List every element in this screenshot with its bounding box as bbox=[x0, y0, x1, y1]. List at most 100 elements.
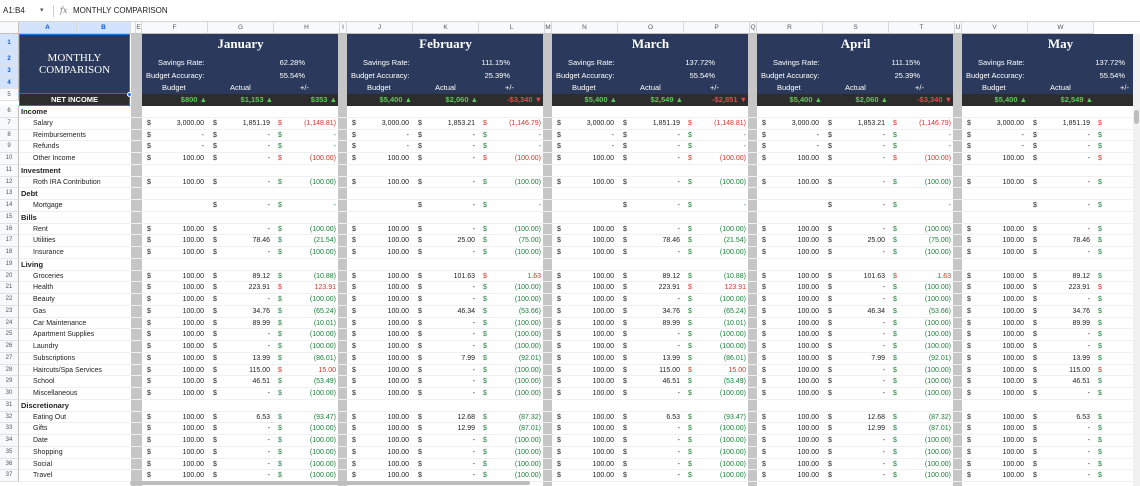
actual-cell[interactable]: 89.12 bbox=[1072, 272, 1090, 280]
budget-cell[interactable]: 100.00 bbox=[592, 178, 614, 186]
row-header[interactable]: 20 bbox=[0, 270, 19, 283]
diff-cell[interactable]: (53.49) bbox=[723, 378, 746, 386]
budget-cell[interactable]: 100.00 bbox=[592, 237, 614, 245]
diff-cell[interactable]: (10.01) bbox=[313, 319, 336, 327]
diff-cell[interactable]: (100.00) bbox=[924, 296, 951, 303]
budget-cell[interactable]: 100.00 bbox=[1002, 331, 1024, 339]
actual-cell[interactable]: - bbox=[882, 448, 885, 456]
diff-cell[interactable]: (86.01) bbox=[723, 354, 746, 362]
budget-cell[interactable]: 100.00 bbox=[797, 472, 819, 480]
row-header[interactable]: 28 bbox=[0, 364, 19, 377]
budget-cell[interactable]: 100.00 bbox=[592, 284, 614, 292]
actual-cell[interactable]: - bbox=[267, 425, 270, 433]
budget-cell[interactable]: 100.00 bbox=[797, 343, 819, 350]
actual-cell[interactable]: 25.00 bbox=[457, 237, 475, 245]
diff-cell[interactable]: (93.47) bbox=[723, 413, 746, 421]
diff-cell[interactable]: (100.00) bbox=[924, 225, 951, 233]
diff-cell[interactable]: (100.00) bbox=[924, 366, 951, 374]
column-header[interactable]: S bbox=[823, 22, 889, 34]
column-header[interactable]: K bbox=[413, 22, 479, 34]
actual-cell[interactable]: - bbox=[882, 378, 885, 386]
actual-cell[interactable]: - bbox=[1087, 343, 1090, 350]
row-header[interactable]: 12 bbox=[0, 176, 19, 189]
actual-cell[interactable]: - bbox=[882, 249, 885, 256]
column-header[interactable]: I bbox=[340, 22, 347, 34]
row-header[interactable]: 26 bbox=[0, 341, 19, 353]
diff-cell[interactable]: (100.00) bbox=[514, 366, 541, 374]
budget-cell[interactable]: 100.00 bbox=[182, 366, 204, 374]
budget-cell[interactable]: 100.00 bbox=[592, 448, 614, 456]
budget-cell[interactable]: 100.00 bbox=[387, 155, 409, 162]
budget-cell[interactable]: 100.00 bbox=[592, 413, 614, 421]
budget-cell[interactable]: 100.00 bbox=[592, 390, 614, 397]
budget-cell[interactable]: 100.00 bbox=[797, 390, 819, 397]
actual-cell[interactable]: 223.91 bbox=[248, 284, 270, 292]
actual-cell[interactable]: - bbox=[1087, 131, 1090, 139]
actual-cell[interactable]: - bbox=[882, 366, 885, 374]
column-header[interactable]: J bbox=[347, 22, 413, 34]
diff-cell[interactable]: - bbox=[333, 202, 336, 209]
row-header[interactable]: 33 bbox=[0, 423, 19, 435]
budget-cell[interactable]: 100.00 bbox=[387, 178, 409, 186]
actual-cell[interactable]: - bbox=[472, 378, 475, 386]
budget-cell[interactable]: 100.00 bbox=[182, 284, 204, 292]
diff-cell[interactable]: - bbox=[333, 131, 336, 139]
actual-cell[interactable]: - bbox=[267, 131, 270, 139]
diff-cell[interactable]: (100.00) bbox=[514, 155, 541, 162]
diff-cell[interactable]: 1.63 bbox=[937, 272, 951, 280]
actual-cell[interactable]: - bbox=[267, 296, 270, 303]
scrollbar-thumb[interactable] bbox=[1134, 110, 1139, 124]
actual-cell[interactable]: - bbox=[677, 343, 680, 350]
diff-cell[interactable]: (100.00) bbox=[514, 472, 541, 480]
budget-cell[interactable]: - bbox=[1021, 131, 1024, 139]
budget-cell[interactable]: 100.00 bbox=[1002, 296, 1024, 303]
actual-cell[interactable]: - bbox=[882, 460, 885, 468]
actual-cell[interactable]: - bbox=[677, 225, 680, 233]
budget-cell[interactable]: 100.00 bbox=[182, 448, 204, 456]
actual-cell[interactable]: - bbox=[1087, 472, 1090, 480]
actual-cell[interactable]: - bbox=[472, 155, 475, 162]
horizontal-scrollbar[interactable] bbox=[130, 481, 530, 485]
diff-cell[interactable]: (100.00) bbox=[924, 390, 951, 397]
diff-cell[interactable]: (100.00) bbox=[309, 225, 336, 233]
budget-cell[interactable]: 100.00 bbox=[592, 343, 614, 350]
budget-cell[interactable]: 100.00 bbox=[1002, 448, 1024, 456]
diff-cell[interactable]: (21.54) bbox=[313, 237, 336, 245]
actual-cell[interactable]: - bbox=[1087, 437, 1090, 444]
row-header[interactable]: 18 bbox=[0, 247, 19, 259]
actual-cell[interactable]: 115.00 bbox=[659, 366, 680, 374]
budget-cell[interactable]: 100.00 bbox=[592, 272, 614, 280]
column-header[interactable]: M bbox=[545, 22, 552, 34]
actual-cell[interactable]: - bbox=[677, 390, 680, 397]
diff-cell[interactable]: (10.01) bbox=[723, 319, 746, 327]
column-header[interactable]: W bbox=[1028, 22, 1094, 34]
row-header[interactable]: 21 bbox=[0, 282, 19, 294]
budget-cell[interactable]: 100.00 bbox=[797, 448, 819, 456]
column-header[interactable]: E bbox=[136, 22, 142, 34]
budget-cell[interactable]: 100.00 bbox=[592, 354, 614, 362]
budget-cell[interactable]: - bbox=[406, 143, 409, 151]
diff-cell[interactable]: (100.00) bbox=[719, 225, 746, 233]
diff-cell[interactable]: (1,146.79) bbox=[509, 119, 541, 127]
budget-cell[interactable]: 100.00 bbox=[592, 307, 614, 315]
actual-cell[interactable]: 101.63 bbox=[863, 272, 885, 280]
row-header[interactable]: 29 bbox=[0, 376, 19, 388]
diff-cell[interactable]: (100.00) bbox=[309, 437, 336, 444]
column-header[interactable]: B bbox=[77, 22, 131, 34]
actual-cell[interactable]: - bbox=[472, 225, 475, 233]
budget-cell[interactable]: 100.00 bbox=[797, 237, 819, 245]
budget-cell[interactable]: 100.00 bbox=[387, 249, 409, 256]
actual-cell[interactable]: - bbox=[1087, 448, 1090, 456]
diff-cell[interactable]: (100.00) bbox=[514, 378, 541, 386]
row-header[interactable]: 25 bbox=[0, 329, 19, 341]
diff-cell[interactable]: - bbox=[743, 143, 746, 151]
diff-cell[interactable]: (53.49) bbox=[313, 378, 336, 386]
budget-cell[interactable]: 100.00 bbox=[387, 378, 409, 386]
row-header[interactable]: 30 bbox=[0, 388, 19, 400]
actual-cell[interactable]: - bbox=[267, 249, 270, 256]
budget-cell[interactable]: 100.00 bbox=[592, 225, 614, 233]
budget-cell[interactable]: 100.00 bbox=[387, 296, 409, 303]
sheet-title[interactable]: MONTHLY COMPARISON bbox=[19, 34, 130, 94]
budget-cell[interactable]: 100.00 bbox=[387, 425, 409, 433]
diff-cell[interactable]: (100.00) bbox=[924, 460, 951, 468]
